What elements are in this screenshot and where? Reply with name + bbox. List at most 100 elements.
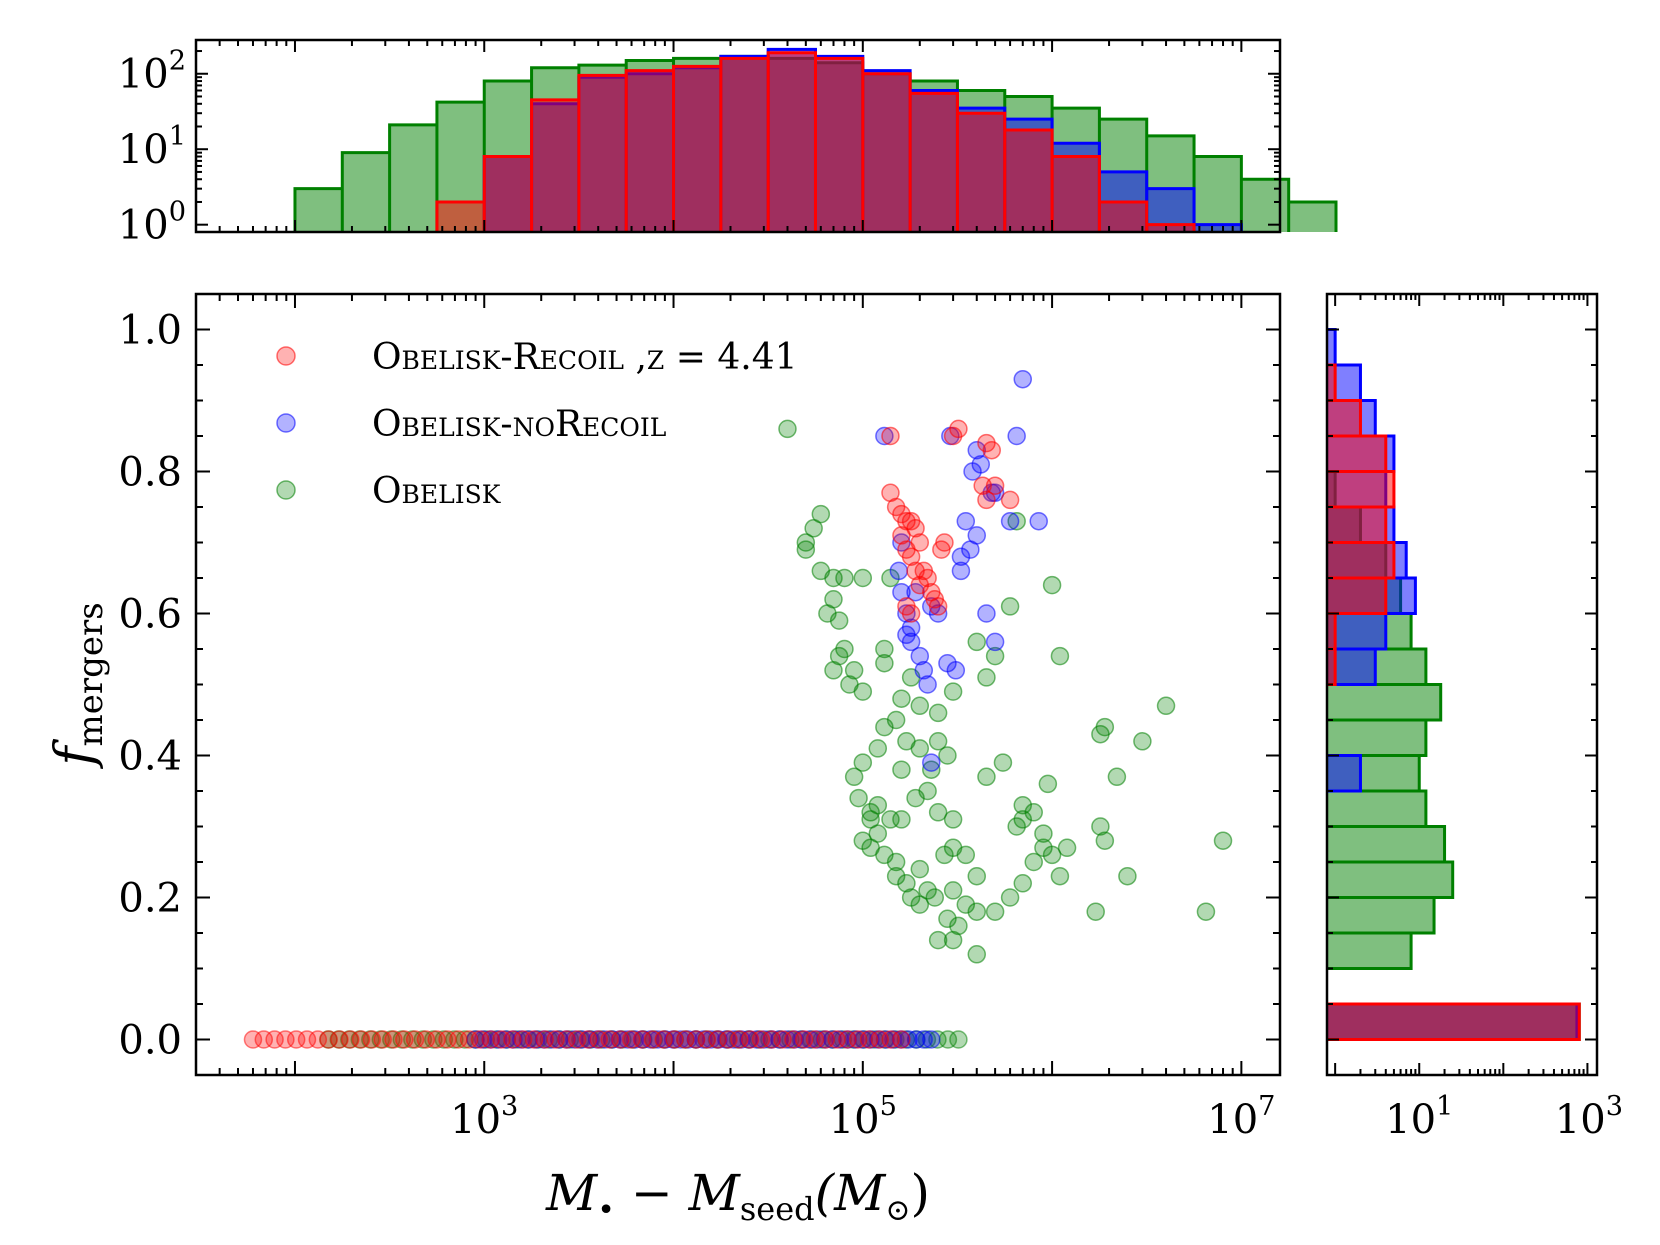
scatter-point-obelisk <box>875 639 894 659</box>
x-axis-label-part: − M <box>615 1164 742 1222</box>
top-hist-y-tick-label: 102 <box>118 46 186 98</box>
top-hist-bar-obelisk-recoil <box>910 93 958 233</box>
scatter-point-obelisk-norecoil <box>985 632 1005 652</box>
scatter-point-obelisk <box>943 810 963 829</box>
top-hist-bar-obelisk-recoil <box>578 75 627 232</box>
scatter-point-obelisk <box>1057 838 1077 858</box>
top-hist-bar-obelisk <box>1288 201 1337 232</box>
scatter-point-obelisk <box>943 682 963 701</box>
top-hist-bar-obelisk-recoil <box>768 52 816 232</box>
scatter-point-obelisk-norecoil <box>914 661 934 680</box>
top-hist-bar-obelisk-recoil <box>626 70 674 232</box>
right-hist-bar-obelisk <box>1327 933 1412 969</box>
top-hist-frame <box>194 38 1282 234</box>
x-tick-label: 107 <box>1207 1091 1275 1143</box>
zero-point-obelisk-norecoil <box>906 1030 926 1049</box>
scatter-point-obelisk <box>1091 817 1110 836</box>
top-hist-bar-obelisk-norecoil <box>1194 224 1242 232</box>
scatter-point-obelisk <box>928 930 948 950</box>
top-hist-y-tick-label: 100 <box>118 197 186 249</box>
right-hist-bar-obelisk <box>1327 791 1426 827</box>
scatter-point-obelisk-norecoil <box>892 582 911 602</box>
right-hist-x-tick-label-base: 10 <box>1385 1097 1436 1143</box>
top-hist-bar-obelisk-recoil <box>531 99 579 232</box>
right-hist-bar-obelisk-recoil <box>1327 649 1336 685</box>
scatter-point-obelisk <box>1095 831 1115 850</box>
zero-point-obelisk-norecoil <box>914 1030 933 1049</box>
x-tick-label: 105 <box>829 1091 897 1143</box>
right-hist-x-tick-label-base: 10 <box>1555 1097 1606 1143</box>
zero-point-obelisk <box>928 1030 947 1049</box>
right-hist-bar-obelisk <box>1327 826 1445 862</box>
scatter-point-obelisk <box>967 902 987 921</box>
scatter-point-obelisk <box>853 682 873 701</box>
scatter-point-obelisk <box>967 945 987 964</box>
scatter-point-obelisk <box>1050 646 1070 666</box>
right-hist-x-tick-label: 101 <box>1385 1091 1453 1143</box>
x-tick-label-exponent: 7 <box>1258 1091 1275 1122</box>
scatter-point-obelisk <box>949 916 968 936</box>
scatter-point-obelisk-recoil <box>982 440 1002 460</box>
scatter-point-obelisk <box>910 739 930 758</box>
right-hist-bar-obelisk-norecoil <box>1327 329 1336 365</box>
scatter-point-obelisk-norecoil <box>967 440 987 460</box>
top-hist-bar-obelisk-recoil <box>720 58 769 232</box>
top-hist-outline-obelisk-recoil <box>435 51 1196 232</box>
right-hist-bar-obelisk-recoil <box>1327 507 1386 543</box>
scatter-point-obelisk <box>1107 767 1127 787</box>
right-hist-bar-obelisk <box>1327 862 1453 898</box>
scatter-point-obelisk-norecoil <box>1007 426 1026 446</box>
scatter-point-obelisk <box>1000 888 1020 907</box>
x-tick-label-exponent: 5 <box>880 1091 897 1122</box>
scatter-point-obelisk <box>1007 817 1026 836</box>
scatter-point-obelisk <box>796 533 816 552</box>
scatter-point-obelisk <box>892 760 911 779</box>
scatter-point-obelisk <box>967 866 987 886</box>
scatter-point-obelisk <box>1007 511 1026 531</box>
scatter-point-obelisk-recoil <box>943 426 963 446</box>
x-axis-label-part: seed <box>740 1190 815 1228</box>
scatter-point-obelisk-norecoil <box>951 561 971 581</box>
x-axis-label-part: M <box>545 1164 599 1222</box>
axis-labels: M• − Mseed(M⊙) fmergers <box>45 602 930 1228</box>
y-tick-label: 0.4 <box>118 734 182 780</box>
scatter-point-obelisk-norecoil <box>963 462 982 481</box>
scatter-point-obelisk-norecoil <box>889 561 909 581</box>
x-tick-label-base: 10 <box>829 1097 880 1143</box>
legend-marker <box>276 346 296 366</box>
scatter-point-obelisk <box>1156 696 1176 716</box>
legend-label: Obelisk-noRecoil <box>372 404 666 445</box>
scatter-point-obelisk-recoil <box>901 604 921 623</box>
top-hist-bar-obelisk <box>294 188 343 232</box>
right-hist-x-tick-label-exponent: 3 <box>1606 1091 1623 1122</box>
scatter-point-obelisk-norecoil <box>946 661 966 680</box>
scatter-point-obelisk <box>1024 852 1043 872</box>
scatter-point-obelisk <box>925 888 945 907</box>
scatter-point-obelisk <box>824 661 843 680</box>
scatter-point-obelisk <box>928 803 948 822</box>
scatter-point-obelisk <box>993 753 1013 772</box>
y-axis-label-part: mergers <box>71 602 111 746</box>
x-axis-label: M• − Mseed(M⊙) <box>545 1164 930 1228</box>
scatter-point-obelisk <box>1024 803 1043 822</box>
top-hist-y-tick-label: 101 <box>118 121 186 173</box>
scatter-point-obelisk-norecoil <box>1013 369 1033 389</box>
right-hist-outline-obelisk-recoil <box>1327 363 1581 1041</box>
scatter-point-obelisk <box>1050 866 1070 886</box>
scatter-point-obelisk-norecoil <box>951 547 971 566</box>
scatter-point-obelisk-recoil <box>928 597 948 616</box>
top-hist-bar-obelisk <box>342 152 390 232</box>
right-hist-bar-obelisk-recoil <box>1327 578 1386 614</box>
scatter-point-obelisk <box>938 746 957 765</box>
top-hist-bar-obelisk <box>1241 179 1289 232</box>
scatter-point-obelisk <box>943 881 963 900</box>
right-hist-bar-obelisk <box>1327 720 1426 756</box>
scatter-point-obelisk <box>910 696 930 716</box>
scatter-point-obelisk <box>844 767 864 787</box>
legend-label: Obelisk <box>372 471 502 512</box>
scatter-point-obelisk <box>844 661 864 680</box>
top-hist-y-tick-label-base: 10 <box>118 52 169 98</box>
scatter-point-obelisk <box>868 739 888 758</box>
scatter-point-obelisk <box>886 852 906 872</box>
